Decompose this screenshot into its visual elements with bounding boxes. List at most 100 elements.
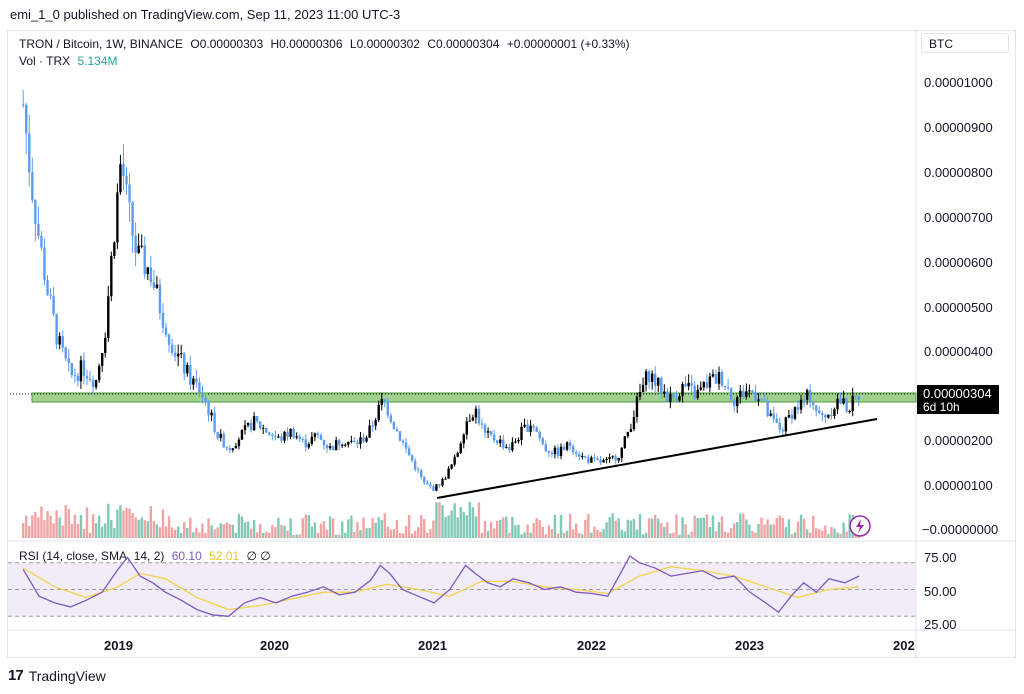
candle-body — [511, 442, 514, 451]
price-tick: 0.00000100 — [924, 478, 993, 493]
volume-bar — [751, 530, 754, 538]
currency-button[interactable]: BTC — [921, 33, 1009, 53]
price-tick: −0.00000000 — [922, 522, 998, 537]
volume-bar — [173, 529, 177, 538]
candle-body — [775, 418, 778, 423]
volume-bar — [395, 519, 399, 538]
candle-body — [754, 392, 757, 401]
candle-body — [58, 336, 61, 345]
candle-body — [161, 312, 165, 328]
volume-bar — [717, 522, 721, 538]
candle-body — [350, 440, 353, 442]
volume-bar — [471, 507, 475, 538]
volume-bar — [237, 513, 241, 538]
candle-body — [383, 399, 386, 402]
price-tick: 0.00000900 — [924, 120, 993, 135]
candle-body — [608, 457, 611, 460]
candle-body — [611, 456, 614, 458]
volume-bar — [517, 524, 520, 538]
candle-body — [252, 416, 256, 431]
candle-body — [729, 388, 733, 400]
volume-bar — [602, 529, 605, 538]
tradingview-logo[interactable]: 17 — [8, 667, 24, 684]
volume-value: 5.134M — [77, 54, 118, 68]
volume-bar — [347, 519, 350, 538]
volume-bar — [404, 526, 408, 538]
volume-bar — [176, 526, 180, 538]
volume-bar — [453, 503, 456, 538]
volume-bar — [43, 520, 46, 538]
volume-bar — [365, 528, 368, 538]
volume-bar — [581, 534, 584, 538]
candle-body — [833, 409, 836, 417]
rsi-axis: 75.00 50.00 25.00 — [924, 550, 957, 632]
candle-body — [578, 454, 581, 457]
volume-bar — [745, 519, 748, 538]
trendline[interactable] — [436, 418, 878, 499]
volume-bar — [742, 513, 745, 538]
candle-body — [192, 378, 195, 385]
candle-body — [672, 393, 675, 398]
volume-bar — [186, 527, 189, 538]
volume-bar — [426, 532, 429, 538]
candle-body — [499, 439, 502, 444]
candle-body — [635, 396, 639, 418]
candle-body — [304, 439, 307, 448]
rsi-label[interactable]: RSI (14, close, SMA, 14, 2) — [19, 549, 165, 563]
candle-body — [201, 392, 204, 398]
candle-body — [465, 421, 469, 435]
candle-body — [289, 428, 292, 437]
candle-body — [623, 436, 627, 448]
candle-body — [605, 459, 608, 461]
candle-body — [614, 456, 617, 461]
volume-bar — [158, 527, 162, 538]
candle-body — [313, 433, 317, 437]
volume-bar — [304, 514, 307, 538]
candle-body — [705, 382, 709, 388]
volume-bar — [690, 531, 693, 538]
candle-body — [787, 415, 791, 418]
volume-bar — [49, 515, 52, 538]
candle-body — [535, 427, 538, 432]
candle-body — [164, 327, 168, 335]
volume-label[interactable]: Vol · TRX — [19, 54, 71, 68]
price-tick: 0.00000400 — [924, 344, 993, 359]
volume-bar — [125, 507, 128, 538]
candle-body — [207, 402, 210, 416]
candle-body — [581, 456, 584, 458]
support-zone[interactable] — [31, 392, 917, 403]
volume-bar — [55, 510, 58, 538]
candle-body — [736, 396, 739, 407]
candle-body — [429, 484, 432, 487]
candle-body — [760, 399, 763, 401]
volume-bar — [231, 524, 235, 538]
candle-body — [824, 414, 827, 418]
price-tick: 0.00000700 — [924, 210, 993, 225]
candle-body — [359, 437, 362, 445]
volume-bar — [845, 531, 848, 538]
volume-bar — [34, 511, 37, 538]
candle-body — [274, 435, 277, 437]
volume-bar — [824, 525, 827, 538]
volume-bar — [575, 523, 578, 538]
volume-bar — [842, 522, 845, 538]
tradingview-brand[interactable]: TradingView — [28, 667, 106, 684]
volume-bar — [502, 517, 505, 538]
volume-bar — [246, 521, 250, 538]
candle-body — [310, 436, 314, 444]
volume-bar — [654, 514, 657, 538]
candle-body — [456, 452, 459, 457]
volume-bar — [587, 514, 590, 538]
volume-bar — [255, 532, 259, 538]
volume-bar — [684, 524, 687, 538]
candle-body — [286, 431, 289, 437]
candle-body — [544, 444, 548, 452]
candle-body — [82, 360, 86, 377]
candle-body — [681, 384, 684, 397]
symbol-title[interactable]: TRON / Bitcoin, 1W, BINANCE — [19, 37, 184, 51]
candle-body — [228, 448, 232, 451]
candle-body — [101, 353, 104, 366]
candle-body — [517, 439, 520, 442]
volume-bar — [76, 523, 80, 538]
volume-bar — [775, 518, 778, 538]
